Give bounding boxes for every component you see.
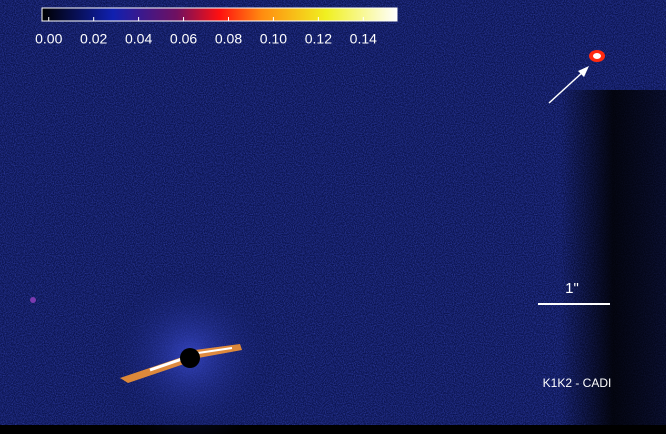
colorbar-label: 0.04 — [125, 31, 152, 47]
colorbar-label: 0.06 — [170, 31, 197, 47]
colorbar-label: 0.12 — [305, 31, 332, 47]
edge-strip — [560, 90, 666, 434]
colorbar-label: 0.14 — [350, 31, 377, 47]
scale-label: 1" — [565, 280, 579, 297]
colorbar-label: 0.08 — [215, 31, 242, 47]
colorbar — [41, 7, 398, 22]
mask — [180, 348, 200, 368]
colorbar-label: 0.00 — [35, 31, 62, 47]
spot — [30, 297, 36, 303]
annotation: K1K2 - CADI — [543, 376, 612, 390]
colorbar-label: 0.10 — [260, 31, 287, 47]
arrow — [548, 70, 585, 104]
streak-core — [149, 356, 186, 372]
streak-core — [197, 347, 233, 354]
companion-core — [593, 53, 601, 59]
bottom-edge — [0, 425, 666, 434]
arrowhead — [578, 66, 589, 77]
colorbar-label: 0.02 — [80, 31, 107, 47]
